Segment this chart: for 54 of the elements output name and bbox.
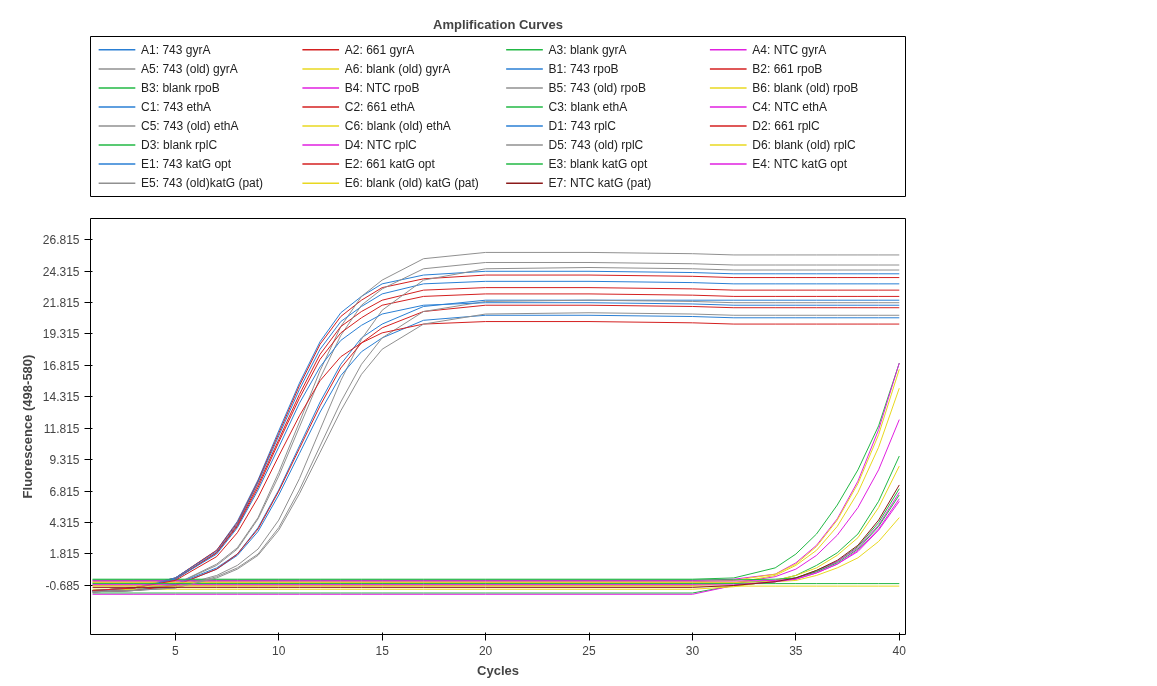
x-tick-label: 5 xyxy=(171,643,179,658)
legend-label: E3: blank katG opt xyxy=(548,157,648,172)
legend-label: D6: blank (old) rplC xyxy=(752,138,856,153)
y-tick-label: -0.685 xyxy=(45,578,80,593)
x-tick-label: 30 xyxy=(685,643,700,658)
legend-label: A3: blank gyrA xyxy=(548,42,627,57)
legend-label: D4: NTC rplC xyxy=(344,138,418,153)
y-tick-label: 11.815 xyxy=(43,421,80,436)
legend-label: C1: 743 ethA xyxy=(141,99,212,114)
x-tick-label: 10 xyxy=(272,643,286,658)
y-tick-label: 19.315 xyxy=(42,327,80,342)
legend-label: B6: blank (old) rpoB xyxy=(752,80,859,95)
x-tick-label: 20 xyxy=(478,643,493,658)
y-tick-label: 24.315 xyxy=(42,264,80,279)
chart-title: Amplification Curves xyxy=(432,16,564,32)
legend-label: C6: blank (old) ethA xyxy=(344,119,451,134)
legend-label: B3: blank rpoB xyxy=(141,80,220,95)
y-tick-label: 16.815 xyxy=(42,358,80,373)
x-tick-label: 40 xyxy=(892,643,907,658)
legend-label: E4: NTC katG opt xyxy=(752,157,848,172)
y-tick-label: 26.815 xyxy=(42,233,80,248)
legend-label: D5: 743 (old) rplC xyxy=(548,138,644,153)
y-tick-label: 6.815 xyxy=(49,484,80,499)
legend-label: B2: 661 rpoB xyxy=(752,61,823,76)
legend-label: A6: blank (old) gyrA xyxy=(344,61,451,76)
legend-label: A2: 661 gyrA xyxy=(344,42,415,57)
y-tick-label: 4.315 xyxy=(49,515,80,530)
x-tick-label: 35 xyxy=(789,643,803,658)
legend-label: A5: 743 (old) gyrA xyxy=(141,61,238,76)
y-tick-label: 21.815 xyxy=(42,296,80,311)
legend-label: B5: 743 (old) rpoB xyxy=(548,80,646,95)
legend-label: B1: 743 rpoB xyxy=(548,61,619,76)
legend-label: E1: 743 katG opt xyxy=(141,157,232,172)
legend-label: B4: NTC rpoB xyxy=(344,80,420,95)
x-tick-label: 15 xyxy=(375,643,390,658)
legend-label: C5: 743 (old) ethA xyxy=(141,119,239,134)
y-tick-label: 14.315 xyxy=(42,390,80,405)
legend-label: D3: blank rplC xyxy=(141,138,218,153)
legend-label: C3: blank ethA xyxy=(548,99,628,114)
y-tick-label: 9.315 xyxy=(49,453,80,468)
legend-label: A4: NTC gyrA xyxy=(752,42,827,57)
legend-label: C2: 661 ethA xyxy=(344,99,415,114)
legend-label: E5: 743 (old)katG (pat) xyxy=(141,176,264,191)
legend-label: E2: 661 katG opt xyxy=(344,157,436,172)
legend-label: E7: NTC katG (pat) xyxy=(548,176,652,191)
x-axis-title: Cycles xyxy=(477,662,519,678)
legend-label: A1: 743 gyrA xyxy=(141,42,211,57)
legend-label: C4: NTC ethA xyxy=(752,99,827,114)
legend-label: E6: blank (old) katG (pat) xyxy=(344,176,479,191)
y-axis-title: Fluorescence (498-580) xyxy=(19,354,35,499)
y-tick-label: 1.815 xyxy=(49,547,80,562)
legend-label: D2: 661 rplC xyxy=(752,119,820,134)
legend-label: D1: 743 rplC xyxy=(548,119,617,134)
x-tick-label: 25 xyxy=(582,643,597,658)
